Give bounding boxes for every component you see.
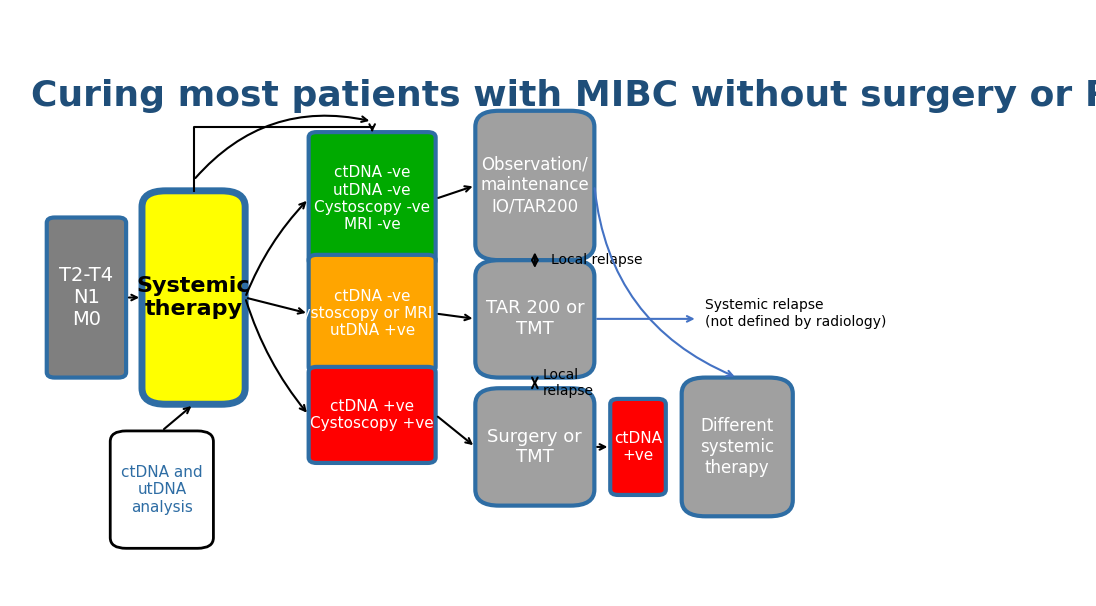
Text: Systemic relapse
(not defined by radiology): Systemic relapse (not defined by radiolo… [706,298,887,328]
FancyBboxPatch shape [111,431,214,548]
Text: ctDNA +ve
Cystoscopy +ve: ctDNA +ve Cystoscopy +ve [310,399,434,431]
Text: ctDNA and
utDNA
analysis: ctDNA and utDNA analysis [121,465,203,514]
FancyBboxPatch shape [309,132,435,265]
FancyBboxPatch shape [476,260,594,378]
Text: Surgery or
TMT: Surgery or TMT [488,428,582,467]
Text: ctDNA
+ve: ctDNA +ve [614,431,662,463]
FancyBboxPatch shape [142,191,246,404]
Text: ctDNA -ve
Cystoscopy or MRI or
utDNA +ve: ctDNA -ve Cystoscopy or MRI or utDNA +ve [292,288,453,338]
FancyBboxPatch shape [309,255,435,372]
Text: Curing most patients with MIBC without surgery or RT: Curing most patients with MIBC without s… [31,79,1096,113]
Text: ctDNA -ve
utDNA -ve
Cystoscopy -ve
MRI -ve: ctDNA -ve utDNA -ve Cystoscopy -ve MRI -… [315,165,431,233]
Text: Observation/
maintenance
IO/TAR200: Observation/ maintenance IO/TAR200 [480,156,590,215]
FancyBboxPatch shape [476,388,594,505]
Text: T2-T4
N1
M0: T2-T4 N1 M0 [59,266,114,329]
Text: Local relapse: Local relapse [550,253,642,267]
Text: Systemic
therapy: Systemic therapy [137,276,250,319]
Text: TAR 200 or
TMT: TAR 200 or TMT [486,299,584,338]
FancyBboxPatch shape [309,367,435,463]
FancyBboxPatch shape [476,111,594,260]
FancyBboxPatch shape [47,218,126,378]
Text: Local
relapse: Local relapse [543,368,594,398]
Text: Different
systemic
therapy: Different systemic therapy [700,417,774,477]
FancyBboxPatch shape [610,399,665,495]
FancyBboxPatch shape [682,378,792,516]
